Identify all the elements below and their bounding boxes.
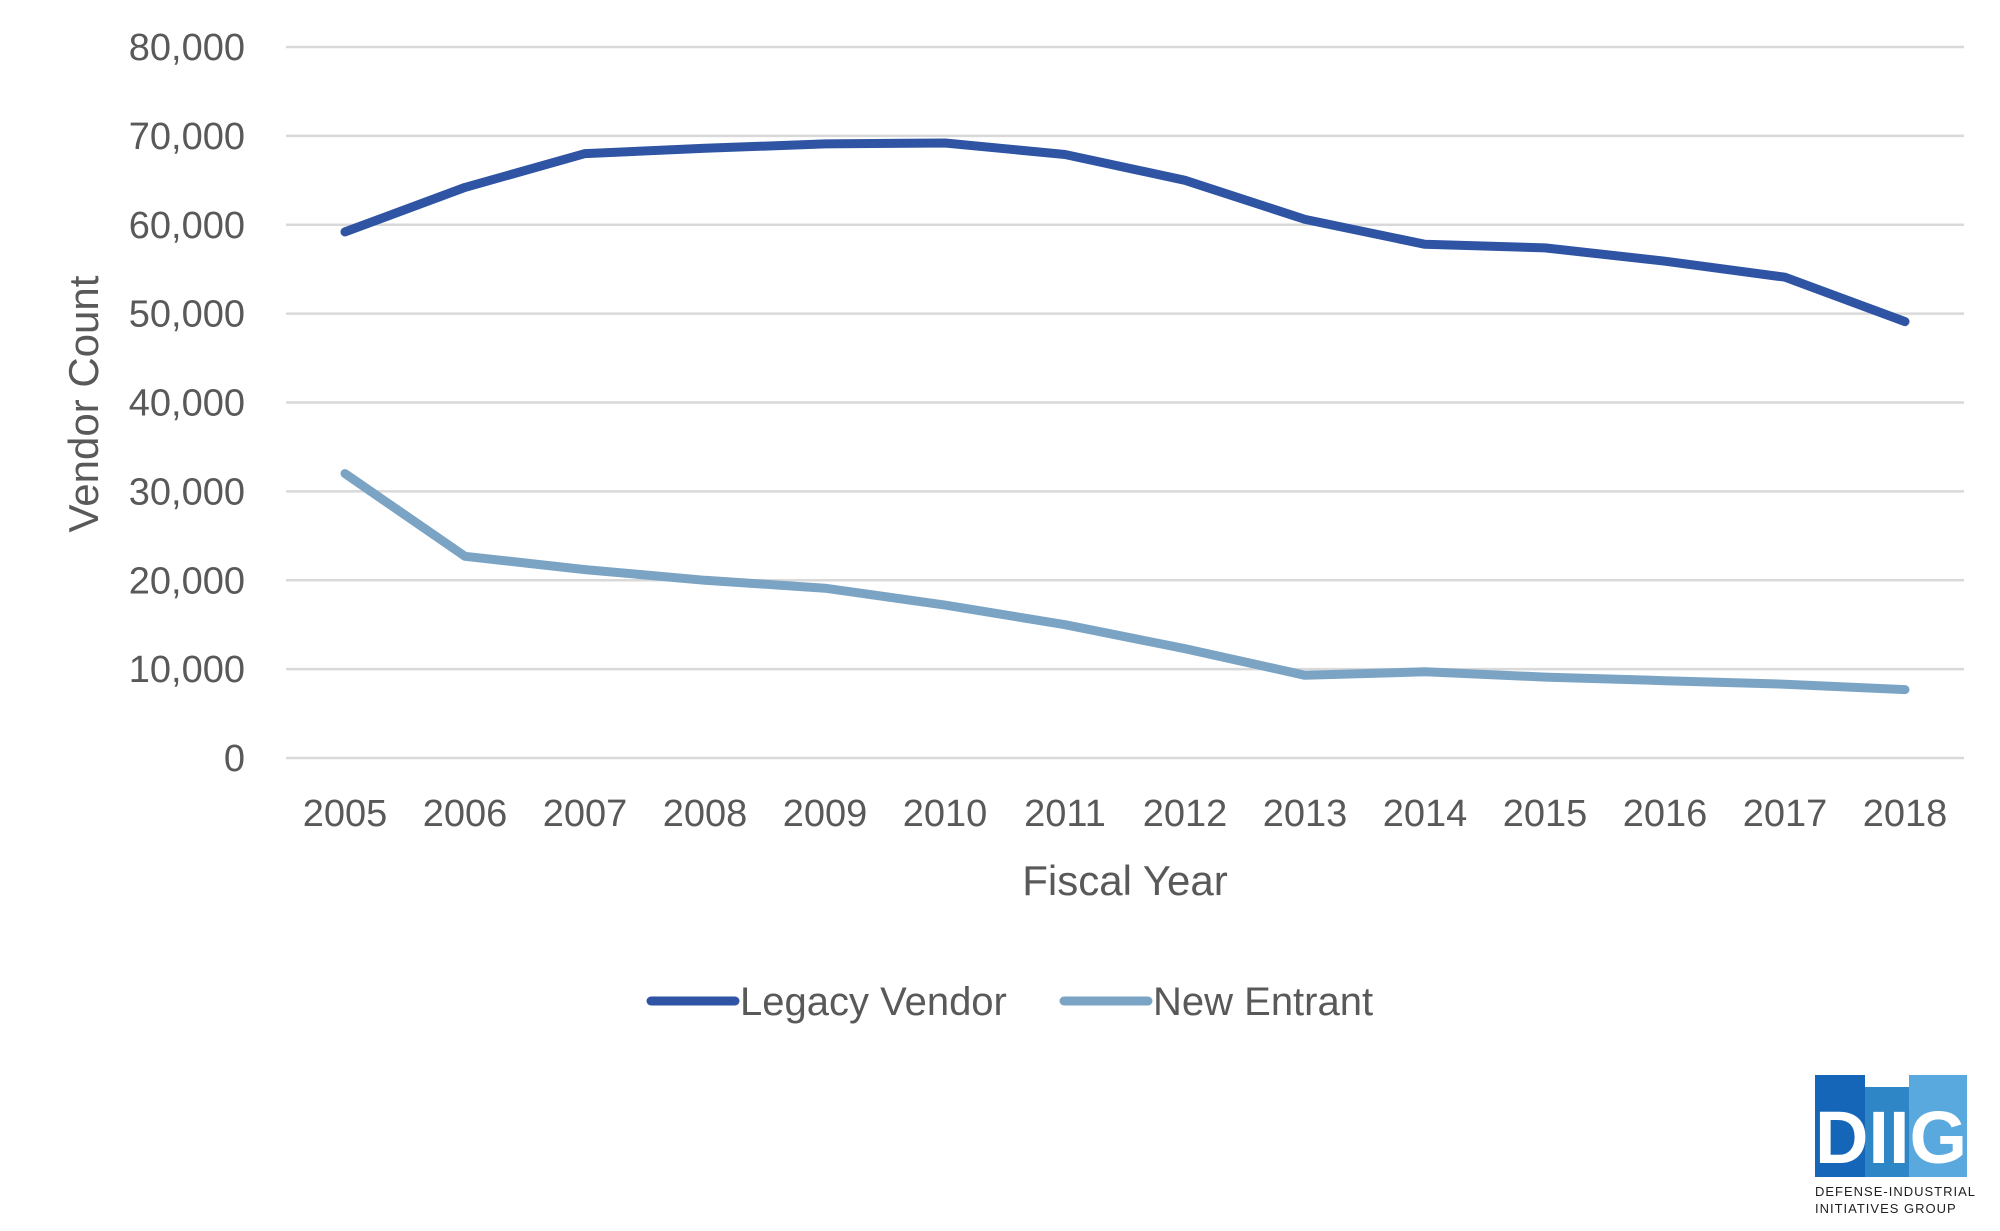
series-lines (340, 138, 1910, 695)
x-tick-label: 2013 (1263, 793, 1348, 835)
y-tick-label: 0 (224, 738, 245, 780)
x-tick-label: 2012 (1143, 793, 1228, 835)
y-axis-title: Vendor Count (60, 275, 107, 532)
legend-label: New Entrant (1153, 980, 1373, 1024)
y-tick-label: 30,000 (129, 471, 245, 513)
x-tick-label: 2005 (303, 793, 388, 835)
x-tick-label: 2015 (1503, 793, 1588, 835)
y-tick-label: 60,000 (129, 205, 245, 247)
y-tick-label: 50,000 (129, 294, 245, 336)
gridlines (286, 45, 1964, 760)
x-tick-label: 2007 (543, 793, 628, 835)
legend: Legacy Vendor New Entrant (646, 980, 1373, 1024)
y-tick-labels: 0 10,000 20,000 30,000 40,000 50,000 60,000 70,… (129, 27, 245, 780)
y-tick-label: 40,000 (129, 383, 245, 425)
series-line (340, 469, 1910, 695)
y-tick-label: 20,000 (129, 560, 245, 602)
y-tick-label: 70,000 (129, 116, 245, 158)
logo-block-2 (1865, 1087, 1909, 1177)
x-tick-label: 2011 (1024, 793, 1106, 835)
logo-brand: DIIG (1815, 1096, 1967, 1179)
y-tick-label: 10,000 (129, 649, 245, 691)
x-tick-label: 2018 (1863, 793, 1948, 835)
x-tick-label: 2009 (783, 793, 868, 835)
logo-block-1 (1815, 1075, 1865, 1177)
series-line (340, 138, 1910, 327)
x-axis-title: Fiscal Year (1022, 857, 1227, 904)
x-tick-label: 2010 (903, 793, 988, 835)
x-tick-labels: 2005 2006 2007 2008 2009 2010 2011 2012 2013 2014… (303, 793, 1948, 835)
logo-line-1: DEFENSE-INDUSTRIAL (1815, 1184, 1976, 1199)
diig-logo: DIIG DEFENSE-INDUSTRIAL INITIATIVES GROU… (1815, 1075, 1976, 1216)
legend-label: Legacy Vendor (740, 980, 1007, 1024)
x-tick-label: 2008 (663, 793, 748, 835)
x-tick-label: 2014 (1383, 793, 1468, 835)
x-tick-label: 2017 (1743, 793, 1828, 835)
y-tick-label: 80,000 (129, 27, 245, 69)
logo-line-2: INITIATIVES GROUP (1815, 1201, 1957, 1216)
x-tick-label: 2006 (423, 793, 508, 835)
x-tick-label: 2016 (1623, 793, 1708, 835)
logo-block-3 (1909, 1075, 1967, 1177)
